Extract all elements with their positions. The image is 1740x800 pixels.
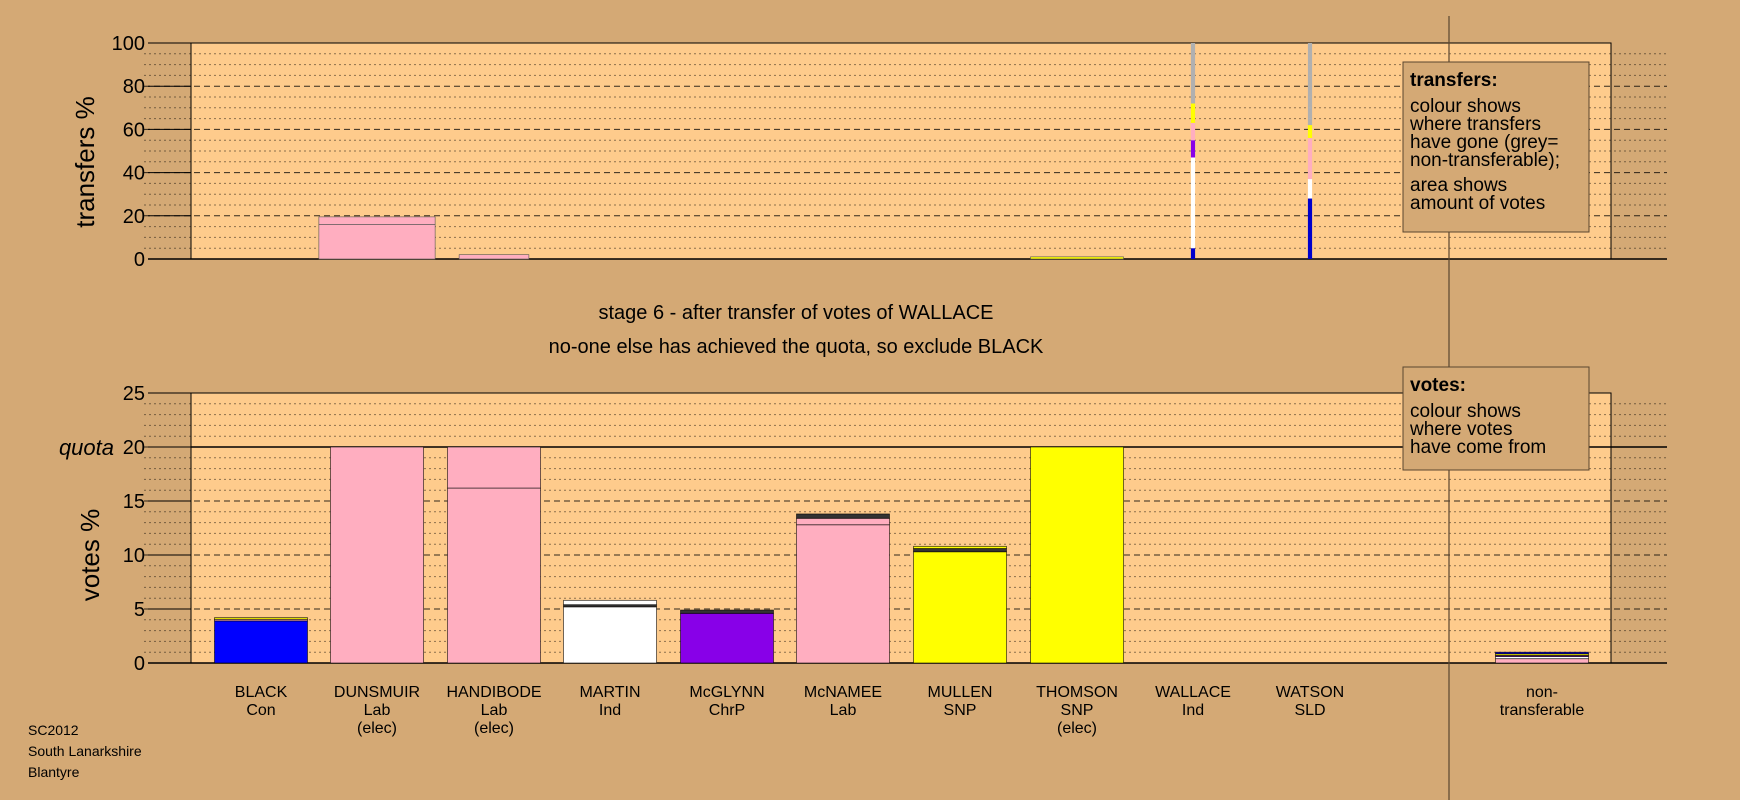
candidate-elected-note: (elec) <box>474 720 514 737</box>
votes-axis-label: votes % <box>75 509 105 602</box>
transfers-legend-title: transfers: <box>1410 70 1498 91</box>
candidate-name: WATSON <box>1276 684 1344 701</box>
action-title: no-one else has achieved the quota, so e… <box>549 336 1044 358</box>
quota-label: quota <box>59 435 114 460</box>
candidate-party: Lab <box>830 702 857 719</box>
transfers-tick-label: 80 <box>123 76 145 98</box>
votes-tick-label: 15 <box>123 491 145 513</box>
vote-bar-segment-mullen <box>913 548 1007 553</box>
candidate-party: ChrP <box>709 702 745 719</box>
transfer-bar-segment-dunsmuir <box>318 224 436 260</box>
transfers-legend-text: non-transferable); <box>1410 150 1560 171</box>
candidate-party: Ind <box>599 702 621 719</box>
transfers-tick-label: 60 <box>123 119 145 141</box>
transfers-tick-label: 100 <box>112 33 145 55</box>
transfers-legend-text: colour shows <box>1410 96 1521 117</box>
vote-bar-segment-handibode <box>447 487 541 664</box>
candidate-name: McNAMEE <box>804 684 882 701</box>
candidate-name: BLACK <box>235 684 288 701</box>
vote-bar-segment-dunsmuir <box>330 446 424 664</box>
votes-legend-text: where votes <box>1409 419 1512 440</box>
votes-legend-text: colour shows <box>1410 401 1521 422</box>
vote-bar-segment-martin <box>563 599 657 606</box>
candidate-name: DUNSMUIR <box>334 684 420 701</box>
vote-bar-segment-nontransferable <box>1495 658 1589 664</box>
transfers-legend-text: amount of votes <box>1410 193 1545 214</box>
votes-legend-text: have come from <box>1410 437 1546 458</box>
transfer-bar-segment-watson <box>1307 138 1313 180</box>
vote-bar-segment-mcnamee <box>796 513 890 519</box>
candidate-party: Ind <box>1182 702 1204 719</box>
vote-bar-segment-martin <box>563 606 657 664</box>
candidate-name: McGLYNN <box>689 684 764 701</box>
nontransferable-label-2: transferable <box>1500 702 1585 719</box>
vote-bar-segment-mcnamee <box>796 517 890 526</box>
transfer-bar-segment-wallace <box>1190 103 1196 123</box>
transfer-bar-segment-watson <box>1307 43 1313 126</box>
transfer-bar-segment-thomson <box>1030 256 1124 260</box>
votes-tick-label: 5 <box>134 599 145 621</box>
transfers-tick-label: 20 <box>123 206 145 228</box>
transfers-legend-text: have gone (grey= <box>1410 132 1558 153</box>
vote-bar-segment-mcglynn <box>680 609 774 614</box>
candidate-name: MARTIN <box>579 684 640 701</box>
votes-tick-label: 10 <box>123 545 145 567</box>
footer-ward: Blantyre <box>28 764 80 780</box>
footer-council: South Lanarkshire <box>28 743 142 759</box>
transfer-bar-segment-wallace <box>1190 122 1196 141</box>
vote-bar-segment-mullen <box>913 551 1007 664</box>
transfers-legend-text: where transfers <box>1409 114 1541 135</box>
candidate-party: SNP <box>944 702 977 719</box>
transfer-bar-segment-wallace <box>1190 140 1196 158</box>
transfers-legend-box <box>1402 61 1590 233</box>
votes-legend-title: votes: <box>1410 375 1466 396</box>
candidate-elected-note: (elec) <box>357 720 397 737</box>
votes-legend-box <box>1402 366 1590 471</box>
vote-bar-segment-mcnamee <box>796 524 890 664</box>
transfers-axis-label: transfers % <box>70 96 100 228</box>
candidate-party: Lab <box>481 702 508 719</box>
candidate-name: WALLACE <box>1155 684 1231 701</box>
transfer-bar-segment-wallace <box>1190 140 1196 249</box>
transfer-bar-segment-wallace <box>1190 248 1196 259</box>
transfer-bar-segment-dunsmuir <box>318 216 436 225</box>
candidate-party: Con <box>246 702 275 719</box>
vote-bar-segment-black <box>214 617 308 620</box>
transfer-bar-segment-wallace <box>1190 43 1196 104</box>
candidate-party: SLD <box>1294 702 1325 719</box>
transfers-tick-label: 40 <box>123 163 145 185</box>
votes-plot-area <box>190 392 1612 664</box>
candidate-name: HANDIBODE <box>446 684 541 701</box>
candidate-elected-note: (elec) <box>1057 720 1097 737</box>
transfer-bar-segment-watson <box>1307 125 1313 139</box>
transfer-bar-segment-watson <box>1307 179 1313 199</box>
stage-title: stage 6 - after transfer of votes of WAL… <box>599 302 994 324</box>
vote-bar-segment-mullen <box>913 545 1007 549</box>
candidate-party: SNP <box>1061 702 1094 719</box>
transfer-bar-segment-watson <box>1307 198 1313 259</box>
votes-tick-label: 20 <box>123 437 145 459</box>
vote-bar-segment-handibode <box>447 446 541 489</box>
vote-bar-segment-thomson <box>1030 446 1124 664</box>
vote-bar-segment-black <box>214 620 308 664</box>
transfer-bar-segment-handibode <box>458 254 530 260</box>
candidate-name: MULLEN <box>928 684 993 701</box>
vote-bar-segment-mcglynn <box>680 612 774 664</box>
transfers-legend-text: area shows <box>1410 175 1507 196</box>
transfers-tick-label: 0 <box>134 249 145 271</box>
votes-tick-label: 25 <box>123 383 145 405</box>
votes-tick-label: 0 <box>134 653 145 675</box>
vote-bar-segment-nontransferable <box>1495 651 1589 655</box>
candidate-name: THOMSON <box>1036 684 1118 701</box>
candidate-party: Lab <box>364 702 391 719</box>
footer-election: SC2012 <box>28 722 79 738</box>
nontransferable-label-1: non- <box>1526 684 1558 701</box>
